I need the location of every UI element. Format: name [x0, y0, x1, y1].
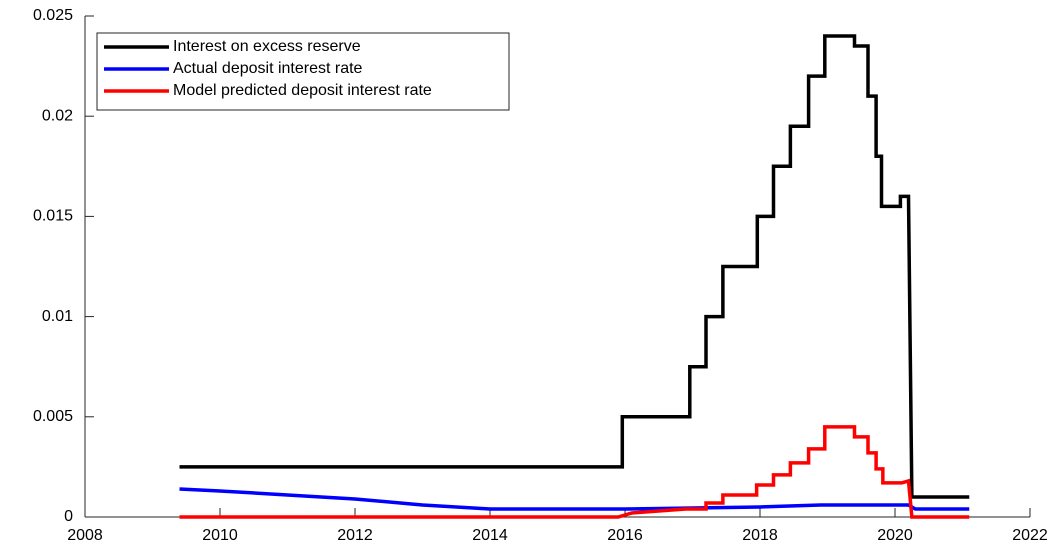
y-tick-label: 0.025 [33, 7, 73, 24]
y-tick-label: 0.005 [33, 408, 73, 425]
legend-label: Interest on excess reserve [173, 38, 361, 55]
legend: Interest on excess reserve Actual deposit… [96, 32, 510, 111]
y-tick-label: 0.015 [33, 208, 73, 225]
x-tick-label: 2010 [202, 527, 238, 544]
y-tick-label: 0.01 [42, 308, 73, 325]
series-line [179, 34, 970, 499]
x-tick-label: 2016 [607, 527, 643, 544]
y-tick-label: 0.02 [42, 107, 73, 124]
x-tick-label: 2008 [67, 527, 103, 544]
x-tick-label: 2022 [1012, 527, 1048, 544]
x-tick-label: 2012 [337, 527, 373, 544]
x-tick-label: 2014 [472, 527, 508, 544]
legend-label: Model predicted deposit interest rate [173, 82, 432, 99]
y-tick-label: 0 [64, 508, 73, 525]
x-tick-label: 2018 [742, 527, 778, 544]
x-tick-label: 2020 [877, 527, 913, 544]
series-line [179, 425, 970, 519]
legend-label: Actual deposit interest rate [173, 60, 363, 77]
series-line [179, 487, 970, 511]
